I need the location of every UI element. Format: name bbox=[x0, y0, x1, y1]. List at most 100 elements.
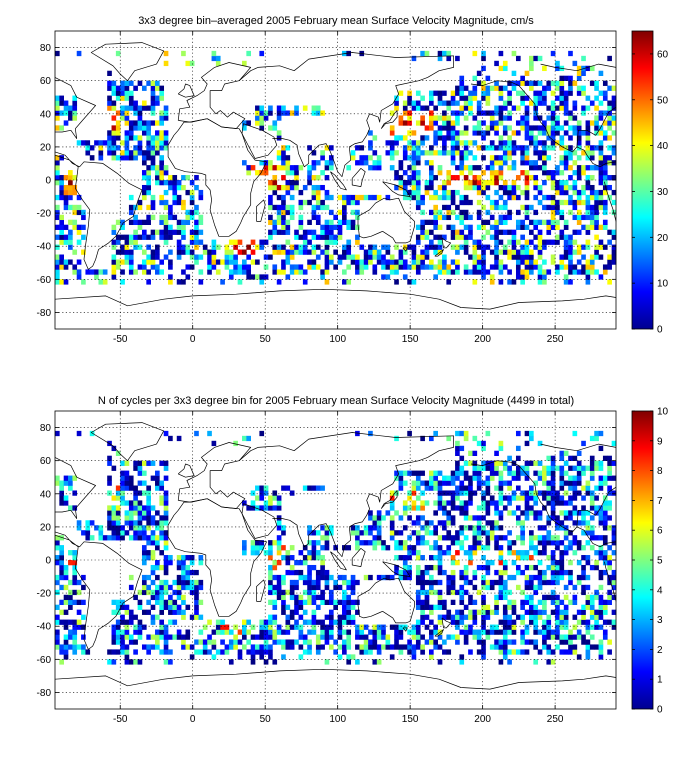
bin-cell bbox=[311, 629, 317, 635]
bin-cell bbox=[594, 194, 599, 201]
bin-cell bbox=[315, 644, 321, 650]
bin-cell bbox=[176, 184, 182, 191]
bin-cell bbox=[550, 125, 556, 131]
bin-cell bbox=[602, 209, 608, 216]
bin-cell bbox=[133, 535, 138, 541]
bin-cell bbox=[163, 135, 169, 141]
bin-cell bbox=[146, 490, 151, 496]
bin-cell bbox=[572, 475, 578, 481]
bin-cell bbox=[163, 560, 169, 566]
bin-cell bbox=[272, 659, 278, 665]
bin-cell bbox=[98, 155, 104, 161]
bin-cell bbox=[515, 485, 521, 491]
bin-cell bbox=[511, 105, 517, 111]
bin-cell bbox=[559, 450, 565, 456]
bin-cell bbox=[372, 659, 378, 665]
bin-cell bbox=[563, 510, 569, 516]
bin-cell bbox=[611, 175, 617, 181]
bin-cell bbox=[298, 219, 304, 225]
bin-cell bbox=[120, 485, 125, 491]
bin-cell bbox=[450, 110, 456, 116]
bin-cell bbox=[537, 100, 543, 106]
bin-cell bbox=[602, 155, 608, 161]
bin-cell bbox=[476, 515, 482, 521]
bin-cell bbox=[581, 545, 586, 551]
bin-cell bbox=[150, 515, 156, 521]
bin-cell bbox=[115, 130, 121, 136]
bin-cell bbox=[128, 219, 134, 225]
bin-cell bbox=[172, 184, 178, 191]
bin-cell bbox=[498, 165, 504, 171]
bin-cell bbox=[146, 599, 151, 605]
bin-cell bbox=[211, 440, 217, 447]
bin-cell bbox=[542, 644, 547, 650]
bin-cell bbox=[581, 589, 586, 596]
bin-cell bbox=[581, 569, 586, 576]
bin-cell bbox=[215, 244, 221, 250]
bin-cell bbox=[607, 100, 612, 106]
coastline bbox=[90, 422, 165, 461]
bin-cell bbox=[581, 224, 586, 230]
bin-cell bbox=[598, 244, 604, 250]
bin-cell bbox=[163, 490, 169, 496]
bin-cell bbox=[559, 525, 565, 531]
bin-cell bbox=[520, 125, 525, 131]
bin-cell bbox=[459, 659, 465, 665]
bin-cell bbox=[159, 140, 165, 146]
bin-cell bbox=[394, 264, 399, 270]
bin-cell bbox=[533, 589, 539, 596]
bin-cell bbox=[320, 555, 325, 561]
bin-cell bbox=[107, 145, 112, 151]
bin-cell bbox=[550, 505, 556, 511]
bin-cell bbox=[463, 634, 469, 640]
bin-cell bbox=[141, 170, 147, 176]
cycle-count-map-title: N of cycles per 3x3 degree bin for 2005 … bbox=[98, 395, 574, 407]
bin-cell bbox=[307, 555, 312, 561]
bin-cell bbox=[328, 609, 334, 615]
bin-cell bbox=[124, 135, 130, 141]
bin-cell bbox=[150, 80, 156, 86]
bin-cell bbox=[163, 510, 169, 516]
bin-cell bbox=[259, 160, 265, 166]
bin-cell bbox=[150, 90, 156, 96]
bin-cell bbox=[337, 619, 343, 625]
bin-cell bbox=[211, 264, 217, 270]
bin-cell bbox=[285, 555, 291, 561]
bin-cell bbox=[537, 274, 543, 280]
bin-cell bbox=[302, 249, 308, 255]
bin-cell bbox=[576, 140, 582, 146]
bin-cell bbox=[420, 115, 425, 121]
bin-cell bbox=[576, 189, 582, 196]
bin-cell bbox=[320, 224, 325, 230]
bin-cell bbox=[524, 579, 530, 586]
bin-cell bbox=[555, 165, 560, 171]
bin-cell bbox=[146, 180, 151, 186]
bin-cell bbox=[155, 100, 160, 106]
bin-cell bbox=[598, 574, 604, 581]
bin-cell bbox=[407, 649, 412, 655]
bin-cell bbox=[324, 614, 330, 620]
bin-cell bbox=[411, 629, 417, 635]
bin-cell bbox=[368, 629, 373, 635]
bin-cell bbox=[368, 430, 373, 437]
bin-cell bbox=[415, 180, 421, 186]
bin-cell bbox=[520, 170, 525, 176]
bin-cell bbox=[255, 495, 260, 501]
bin-cell bbox=[437, 55, 443, 62]
bin-cell bbox=[537, 525, 543, 531]
bin-cell bbox=[146, 485, 151, 491]
bin-cell bbox=[611, 619, 617, 625]
bin-cell bbox=[111, 244, 117, 250]
bin-cell bbox=[542, 274, 547, 280]
bin-cell bbox=[276, 594, 282, 601]
bin-cell bbox=[107, 70, 112, 76]
bin-cell bbox=[133, 659, 138, 665]
bin-cell bbox=[589, 264, 595, 270]
bin-cell bbox=[529, 219, 534, 225]
bin-cell bbox=[63, 184, 69, 191]
bin-cell bbox=[520, 614, 525, 620]
bin-cell bbox=[602, 555, 608, 561]
bin-cell bbox=[68, 550, 73, 556]
bin-cell bbox=[433, 175, 438, 181]
bin-cell bbox=[63, 639, 69, 645]
